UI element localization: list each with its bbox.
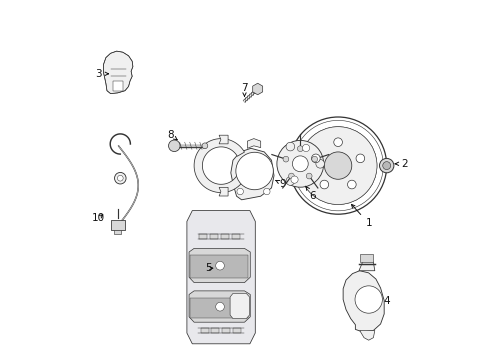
Text: 6: 6	[305, 186, 316, 201]
Circle shape	[168, 140, 180, 152]
Bar	[200, 328, 208, 333]
Bar	[211, 328, 219, 333]
Polygon shape	[186, 211, 255, 344]
Circle shape	[302, 144, 309, 152]
Polygon shape	[189, 291, 250, 322]
Circle shape	[382, 162, 390, 170]
Polygon shape	[230, 148, 273, 200]
Bar	[190, 255, 247, 278]
Text: 4: 4	[375, 296, 389, 306]
Bar	[222, 328, 230, 333]
Text: 1: 1	[351, 204, 371, 228]
Bar	[113, 81, 123, 91]
Circle shape	[315, 159, 324, 168]
Text: 2: 2	[394, 159, 407, 169]
Bar	[210, 234, 218, 239]
Polygon shape	[358, 258, 374, 271]
Circle shape	[276, 140, 323, 187]
Polygon shape	[343, 271, 384, 332]
Circle shape	[114, 172, 126, 184]
Circle shape	[355, 154, 364, 163]
Text: 3: 3	[95, 69, 108, 79]
Circle shape	[202, 143, 207, 149]
Circle shape	[324, 152, 351, 179]
Polygon shape	[230, 293, 249, 319]
Text: 7: 7	[241, 83, 247, 96]
Circle shape	[319, 180, 328, 189]
Circle shape	[305, 173, 311, 179]
Bar	[190, 298, 247, 318]
Circle shape	[354, 286, 382, 313]
Polygon shape	[219, 135, 227, 144]
Circle shape	[215, 302, 224, 311]
Circle shape	[333, 138, 342, 147]
Polygon shape	[219, 187, 227, 196]
Bar	[199, 234, 207, 239]
Circle shape	[290, 176, 298, 183]
Polygon shape	[247, 139, 260, 148]
Bar	[231, 234, 239, 239]
Circle shape	[285, 177, 294, 185]
Polygon shape	[359, 330, 374, 340]
Circle shape	[235, 152, 273, 190]
Bar	[360, 254, 373, 262]
Polygon shape	[194, 139, 244, 193]
Circle shape	[311, 154, 320, 163]
Bar	[221, 234, 228, 239]
Text: 9: 9	[275, 179, 285, 189]
Bar	[114, 230, 121, 234]
Text: 8: 8	[167, 130, 177, 140]
Text: 5: 5	[205, 263, 212, 273]
Circle shape	[299, 127, 376, 204]
Circle shape	[311, 156, 317, 162]
Circle shape	[283, 156, 288, 162]
Circle shape	[215, 261, 224, 270]
Bar	[110, 220, 125, 230]
Text: 10: 10	[92, 213, 105, 223]
Circle shape	[285, 142, 294, 151]
Circle shape	[347, 180, 355, 189]
Circle shape	[263, 188, 269, 195]
Circle shape	[297, 146, 303, 152]
Bar	[232, 328, 241, 333]
Polygon shape	[103, 51, 133, 94]
Circle shape	[237, 188, 243, 195]
Circle shape	[292, 156, 307, 172]
Circle shape	[288, 173, 294, 179]
Circle shape	[379, 158, 393, 173]
Circle shape	[117, 175, 123, 181]
Polygon shape	[189, 248, 250, 283]
